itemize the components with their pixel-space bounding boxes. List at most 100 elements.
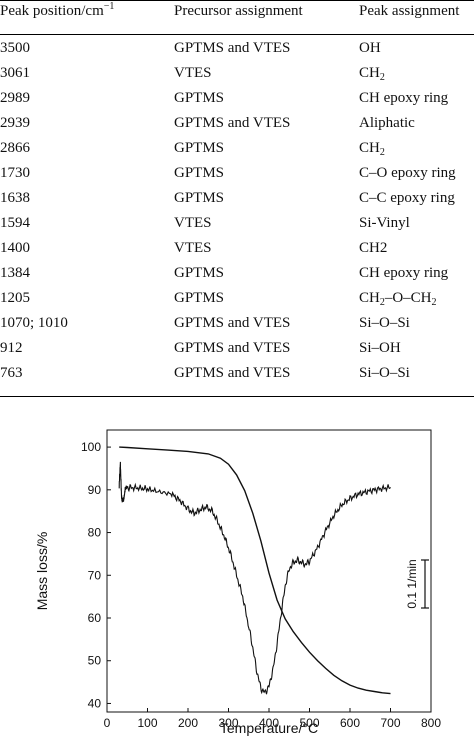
cell-assignment-text: –O–CH: [384, 290, 432, 306]
cell-assignment-text: C–C epoxy ring: [359, 190, 455, 206]
cell-precursor: VTES: [174, 240, 212, 256]
cell-peak-assignment: CH epoxy ring: [359, 261, 448, 285]
cell-precursor: GPTMS: [174, 265, 225, 281]
cell-precursor: GPTMS: [174, 165, 225, 181]
cell-peak-position: 1070; 1010: [0, 315, 68, 331]
cell-peak-assignment: Si-Vinyl: [359, 211, 410, 235]
cell-precursor: GPTMS and VTES: [174, 115, 291, 131]
y-tick-label: 100: [81, 440, 101, 454]
cell-peak-assignment: C–C epoxy ring: [359, 186, 455, 210]
cell-precursor: GPTMS: [174, 290, 225, 306]
table-top-rule: [0, 0, 474, 1]
scale-bar-label: 0.1 1/min: [405, 559, 419, 608]
cell-assignment-text: Aliphatic: [359, 115, 415, 131]
dtg-series-line: [118, 461, 391, 695]
header-peak-position-text: Peak position/cm: [0, 3, 104, 19]
table-row: 1070; 1010 GPTMS and VTES Si–O–Si: [0, 311, 474, 335]
y-tick-label: 70: [88, 568, 102, 582]
table-row: 2866 GPTMS CH2: [0, 136, 474, 160]
x-axis-label: Temperature/°C: [220, 720, 318, 736]
header-peak-position: Peak position/cm−1: [0, 1, 115, 19]
table-row: 3500 GPTMS and VTES OH: [0, 36, 474, 60]
x-tick-label: 700: [380, 716, 400, 730]
cell-precursor: GPTMS: [174, 140, 225, 156]
y-tick-label: 40: [88, 696, 102, 710]
x-tick-label: 0: [104, 716, 111, 730]
cell-peak-assignment: Aliphatic: [359, 111, 415, 135]
subscript: 2: [431, 297, 437, 308]
cell-assignment-text: OH: [359, 40, 381, 56]
chart-series: [118, 446, 391, 695]
cell-assignment-text: Si-Vinyl: [359, 215, 410, 231]
table-row: 2989 GPTMS CH epoxy ring: [0, 86, 474, 110]
cell-precursor: GPTMS and VTES: [174, 340, 291, 356]
header-precursor: Precursor assignment: [174, 3, 303, 19]
chart-labels: Temperature/°C Mass loss/% 0.1 1/min: [34, 532, 429, 736]
cell-precursor: GPTMS and VTES: [174, 315, 291, 331]
cell-peak-position: 763: [0, 365, 23, 381]
table-row: 1730 GPTMS C–O epoxy ring: [0, 161, 474, 185]
cell-assignment-text: Si–O–Si: [359, 365, 410, 381]
header-peak-assignment: Peak assignment: [359, 3, 460, 19]
subscript: 2: [379, 72, 385, 83]
table-row: 2939 GPTMS and VTES Aliphatic: [0, 111, 474, 135]
cell-peak-assignment: CH2: [359, 236, 387, 260]
cell-assignment-text: CH: [359, 65, 380, 81]
y-axis-label: Mass loss/%: [34, 532, 50, 611]
cell-peak-position: 2866: [0, 140, 30, 156]
table-row: 1638 GPTMS C–C epoxy ring: [0, 186, 474, 210]
table-row: 3061 VTES CH2: [0, 61, 474, 85]
cell-peak-position: 3061: [0, 65, 30, 81]
header-superscript: −1: [103, 1, 115, 12]
x-tick-label: 300: [218, 716, 238, 730]
y-tick-label: 80: [88, 526, 102, 540]
cell-peak-position: 912: [0, 340, 23, 356]
cell-peak-position: 1594: [0, 215, 30, 231]
cell-assignment-text: C–O epoxy ring: [359, 165, 456, 181]
cell-assignment-text: CH epoxy ring: [359, 90, 449, 106]
cell-peak-assignment: Si–O–Si: [359, 311, 410, 335]
table-row: 1384 GPTMS CH epoxy ring: [0, 261, 474, 285]
cell-peak-position: 1730: [0, 165, 30, 181]
cell-precursor: GPTMS and VTES: [174, 365, 291, 381]
cell-peak-position: 1638: [0, 190, 30, 206]
cell-peak-position: 1205: [0, 290, 30, 306]
table-bottom-rule: [0, 396, 474, 397]
x-tick-label: 500: [299, 716, 319, 730]
table-row: 912 GPTMS and VTES Si–OH: [0, 336, 474, 360]
cell-assignment-text: Si–OH: [359, 340, 401, 356]
cell-peak-assignment: CH2: [359, 61, 385, 85]
cell-precursor: GPTMS: [174, 190, 225, 206]
cell-peak-assignment: Si–OH: [359, 336, 401, 360]
cell-peak-position: 2939: [0, 115, 30, 131]
cell-peak-position: 1400: [0, 240, 30, 256]
cell-precursor: GPTMS and VTES: [174, 40, 291, 56]
x-tick-label: 800: [421, 716, 441, 730]
x-tick-label: 200: [178, 716, 198, 730]
cell-precursor: GPTMS: [174, 90, 225, 106]
y-tick-label: 50: [88, 654, 102, 668]
x-tick-label: 100: [137, 716, 157, 730]
cell-assignment-text: CH: [359, 140, 380, 156]
table-header-rule: [0, 34, 474, 35]
x-tick-label: 400: [259, 716, 279, 730]
cell-assignment-text: Si–O–Si: [359, 315, 410, 331]
cell-peak-position: 3500: [0, 40, 30, 56]
y-tick-label: 90: [88, 483, 102, 497]
cell-peak-assignment: OH: [359, 36, 381, 60]
table-row: 763 GPTMS and VTES Si–O–Si: [0, 361, 474, 385]
cell-peak-assignment: CH2–O–CH2: [359, 286, 437, 310]
assignment-table: Peak position/cm−1 Precursor assignment …: [0, 0, 474, 397]
table-row: 1594 VTES Si-Vinyl: [0, 211, 474, 235]
y-tick-label: 60: [88, 611, 102, 625]
cell-precursor: VTES: [174, 65, 212, 81]
cell-peak-assignment: Si–O–Si: [359, 361, 410, 385]
x-tick-label: 600: [340, 716, 360, 730]
cell-assignment-text: CH2: [359, 240, 388, 256]
cell-peak-assignment: CH epoxy ring: [359, 86, 448, 110]
tg-series-line: [119, 446, 391, 695]
table-row: 1400 VTES CH2: [0, 236, 474, 260]
cell-peak-position: 2989: [0, 90, 30, 106]
subscript: 2: [379, 297, 385, 308]
cell-assignment-text: CH: [359, 290, 380, 306]
